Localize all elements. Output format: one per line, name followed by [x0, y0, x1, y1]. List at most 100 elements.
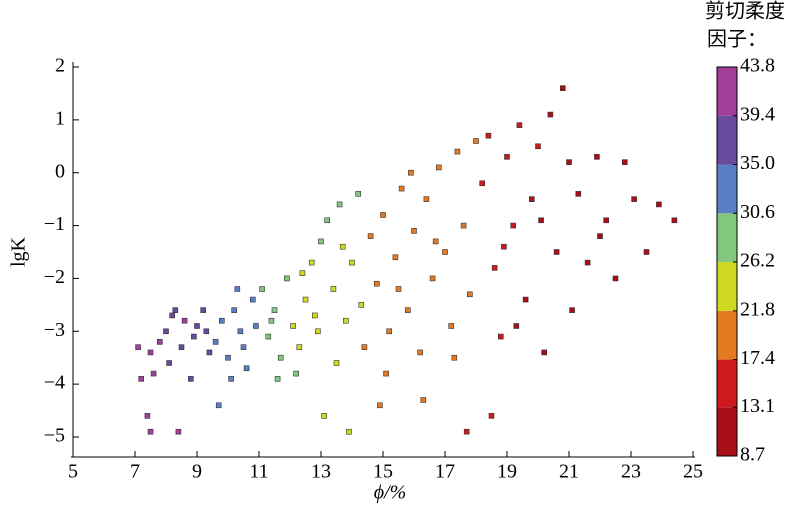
- point: [150, 370, 157, 377]
- point: [491, 265, 498, 271]
- point: [377, 402, 383, 409]
- point: [429, 275, 436, 282]
- point: [308, 259, 315, 266]
- point: [330, 286, 337, 292]
- point: [435, 164, 442, 171]
- point: [380, 212, 386, 218]
- point: [265, 333, 272, 340]
- colorbar-tick-label: 21.8: [740, 298, 775, 320]
- x-tick-label: 11: [249, 461, 268, 483]
- point: [454, 148, 461, 155]
- colorbar-tick-label: 39.4: [740, 103, 775, 125]
- point: [392, 254, 399, 261]
- point: [373, 280, 380, 287]
- point: [395, 286, 402, 292]
- point: [225, 354, 231, 361]
- point: [501, 243, 507, 250]
- colorbar-band: [717, 67, 737, 116]
- colorbar-band: [717, 262, 737, 311]
- point: [315, 328, 321, 335]
- colorbar-tick-label: 13.1: [740, 395, 775, 417]
- point: [553, 249, 560, 255]
- point: [510, 222, 517, 229]
- point: [575, 191, 582, 197]
- point: [643, 249, 650, 255]
- point: [188, 376, 194, 382]
- point: [417, 349, 424, 356]
- x-tick-label: 19: [497, 461, 517, 483]
- point: [398, 185, 405, 192]
- point: [538, 217, 544, 224]
- point: [293, 370, 300, 377]
- point: [479, 180, 486, 187]
- point: [342, 317, 349, 324]
- x-tick-label: 21: [559, 461, 579, 483]
- point: [584, 259, 591, 266]
- point: [237, 328, 244, 335]
- point: [513, 323, 520, 329]
- point: [172, 307, 179, 313]
- x-axis-label: ϕ/%: [374, 482, 407, 504]
- colorbar-band: [717, 359, 737, 408]
- point: [215, 402, 222, 409]
- point: [361, 344, 368, 350]
- point: [299, 270, 306, 276]
- point: [485, 132, 492, 139]
- point: [473, 138, 479, 144]
- point: [290, 323, 296, 329]
- point: [423, 196, 430, 202]
- point: [383, 370, 389, 377]
- point: [448, 323, 455, 329]
- point: [212, 339, 219, 345]
- point: [516, 122, 523, 128]
- y-tick-label: −3: [44, 319, 65, 341]
- point: [157, 339, 163, 345]
- colorbar-title: 因子：: [707, 29, 767, 51]
- point: [163, 328, 169, 335]
- point: [420, 397, 427, 403]
- point: [333, 360, 340, 366]
- point: [277, 354, 284, 361]
- x-tick-label: 9: [192, 461, 202, 483]
- point: [240, 344, 247, 350]
- point: [386, 328, 393, 335]
- y-tick-label: −2: [44, 266, 65, 288]
- point: [355, 191, 362, 197]
- point: [321, 413, 327, 419]
- point: [460, 222, 467, 229]
- point: [175, 428, 182, 435]
- point: [451, 354, 458, 361]
- point: [296, 344, 303, 350]
- point: [535, 143, 541, 150]
- point: [597, 233, 603, 239]
- point: [559, 85, 566, 91]
- colorbar-title: 剪切柔度: [705, 0, 785, 23]
- point: [541, 349, 548, 356]
- point: [488, 413, 495, 419]
- point: [219, 317, 225, 324]
- point: [250, 296, 256, 303]
- point: [408, 169, 414, 176]
- colorbar-band: [717, 310, 737, 360]
- colorbar-tick-label: 8.7: [740, 444, 765, 466]
- point: [271, 307, 278, 313]
- point: [147, 349, 154, 356]
- colorbar-tick-label: 43.8: [740, 55, 775, 77]
- colorbar-tick-label: 35.0: [740, 152, 775, 174]
- colorbar-tick-label: 26.2: [740, 250, 775, 272]
- point: [566, 159, 572, 165]
- point: [432, 238, 439, 245]
- point: [203, 328, 210, 335]
- x-tick-label: 13: [311, 461, 331, 483]
- point: [284, 275, 290, 282]
- point: [268, 317, 275, 324]
- point: [466, 291, 473, 298]
- point: [594, 154, 600, 160]
- point: [166, 360, 172, 366]
- point: [243, 365, 250, 372]
- x-tick-label: 7: [130, 461, 140, 483]
- point: [324, 217, 331, 224]
- point: [169, 312, 175, 319]
- x-tick-label: 5: [68, 461, 78, 483]
